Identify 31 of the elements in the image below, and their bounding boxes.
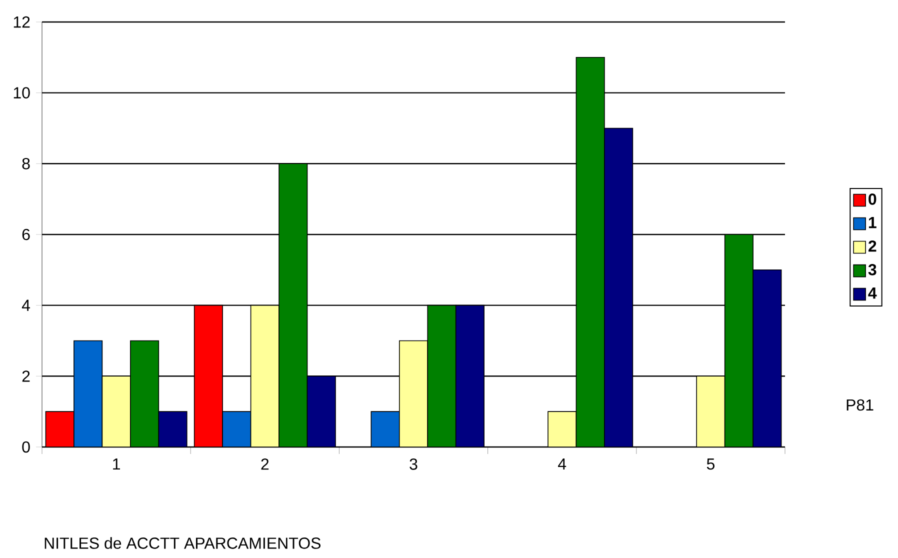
- legend-label: 0: [868, 194, 876, 205]
- x-tick-label: 2: [261, 458, 269, 470]
- legend-label: 3: [868, 264, 876, 276]
- bar: [102, 376, 131, 447]
- x-tick-label: 4: [558, 458, 566, 470]
- bar: [158, 411, 188, 447]
- bar: [604, 128, 634, 447]
- bar: [455, 304, 484, 447]
- y-tick-label: 4: [22, 300, 30, 311]
- bar: [306, 376, 336, 447]
- bar: [45, 411, 74, 447]
- x-tick-label: 5: [706, 458, 714, 470]
- x-tick-label: 3: [410, 458, 418, 470]
- x-tick-label: 1: [113, 458, 120, 470]
- y-tick-label: 10: [14, 87, 30, 98]
- bar: [696, 376, 726, 447]
- y-tick-label: 6: [22, 228, 30, 240]
- text: P81: [846, 399, 874, 411]
- legend-label: 1: [868, 217, 876, 228]
- y-tick-label: 8: [22, 158, 30, 170]
- bar: [548, 411, 577, 447]
- x-axis-title: NITLES de ACCTT APARCAMIENTOS: [44, 537, 320, 549]
- bar: [194, 304, 223, 447]
- bar: [398, 340, 428, 447]
- y-tick-label: 0: [22, 441, 30, 453]
- legend-label: 4: [868, 288, 877, 299]
- y-tick-label: 2: [22, 370, 30, 382]
- legend-label: 2: [868, 240, 876, 252]
- bar: [752, 270, 782, 447]
- y-tick-label: 12: [14, 16, 30, 28]
- bar: [250, 304, 280, 447]
